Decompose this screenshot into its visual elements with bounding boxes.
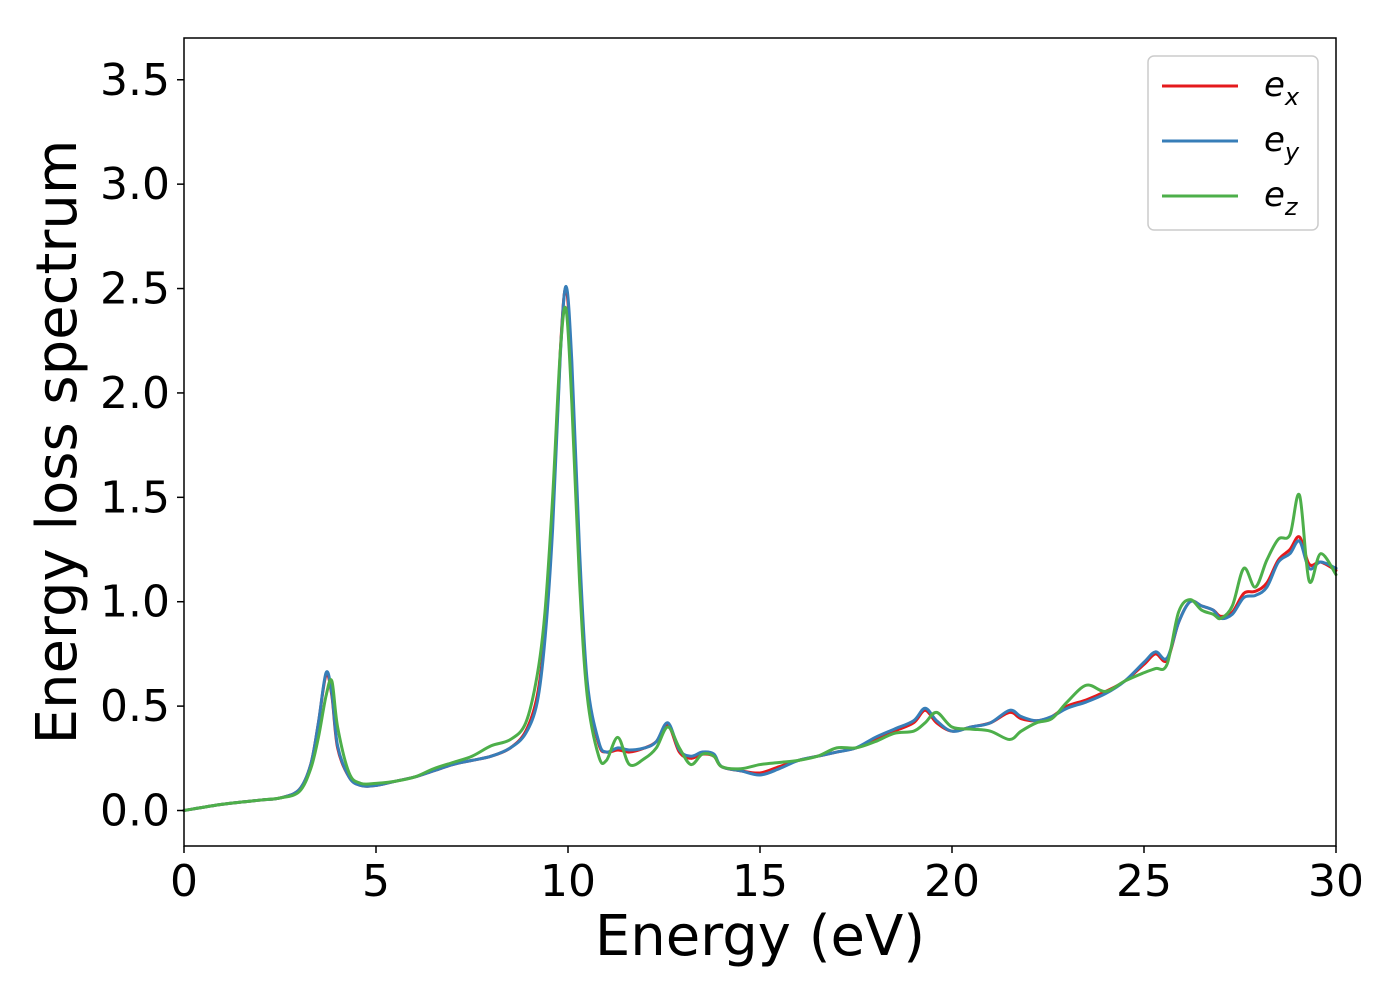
x-axis-title: Energy (eV) (595, 904, 925, 969)
x-tick-label: 30 (1308, 856, 1364, 907)
series-layer (182, 284, 1338, 813)
series-line-z (182, 305, 1338, 813)
legend-label-x: ex (1264, 65, 1300, 111)
x-tick-label: 5 (362, 856, 390, 907)
y-tick-label: 0.5 (100, 681, 170, 732)
legend-label-z: ez (1264, 175, 1299, 221)
y-tick-label: 0.0 (100, 786, 170, 837)
legend-box (1147, 55, 1319, 231)
y-axis: 0.0 0.5 1.0 1.5 2.0 2.5 3.0 3.5 (100, 55, 184, 837)
x-axis: 0 5 10 15 20 25 30 (170, 846, 1364, 907)
legend: ex ey ez (1147, 55, 1319, 231)
x-tick-label: 0 (170, 856, 198, 907)
y-tick-label: 3.0 (100, 159, 170, 210)
y-tick-label: 1.5 (100, 472, 170, 523)
x-tick-label: 15 (732, 856, 788, 907)
x-tick-label: 25 (1116, 856, 1172, 907)
y-tick-label: 3.5 (100, 55, 170, 106)
y-axis-title: Energy loss spectrum (25, 140, 90, 745)
legend-label-y: ey (1264, 120, 1300, 166)
y-tick-label: 1.0 (100, 577, 170, 628)
x-tick-label: 10 (540, 856, 596, 907)
y-tick-label: 2.0 (100, 368, 170, 419)
y-tick-label: 2.5 (100, 264, 170, 315)
x-tick-label: 20 (924, 856, 980, 907)
plot-background (184, 38, 1336, 846)
